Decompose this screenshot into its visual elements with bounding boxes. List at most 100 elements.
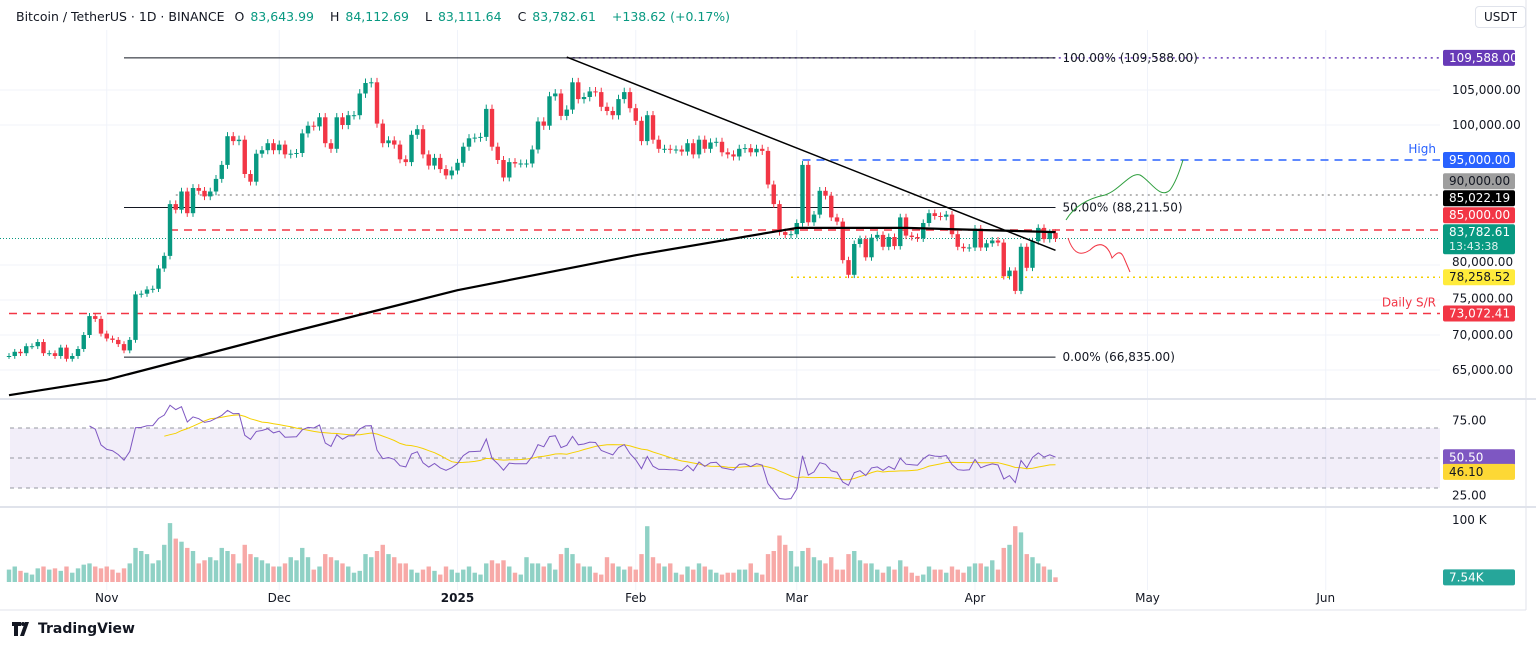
tradingview-logo[interactable]: TradingView xyxy=(12,621,135,637)
candle-body xyxy=(541,121,546,126)
candle-body xyxy=(150,288,155,290)
volume-bar xyxy=(662,566,667,582)
volume-bar xyxy=(794,566,799,582)
candle-body xyxy=(875,234,880,238)
volume-bar xyxy=(47,569,52,582)
candle-body xyxy=(259,150,265,154)
candle-body xyxy=(995,240,1001,243)
volume-bar xyxy=(121,568,127,582)
ohlc-high: H 84,112.69 xyxy=(329,9,409,24)
candle-body xyxy=(52,353,58,356)
volume-bar xyxy=(541,566,546,582)
candle-body xyxy=(41,342,46,354)
volume-bar xyxy=(438,574,443,582)
candle-body xyxy=(725,152,730,155)
candle-body xyxy=(800,164,805,223)
candle-body xyxy=(202,190,207,197)
symbol-title[interactable]: Bitcoin / TetherUS · 1D · BINANCE xyxy=(16,9,225,24)
volume-bar xyxy=(714,572,719,582)
time-tick-label: 2025 xyxy=(441,591,474,605)
price-level-label: 85,022.19 xyxy=(1449,191,1510,205)
candle-body xyxy=(24,346,29,354)
candle-body xyxy=(432,157,437,166)
volume-bar xyxy=(380,544,385,582)
rsi-ma-value-label: 46.10 xyxy=(1449,465,1483,479)
volume-bar xyxy=(823,563,828,582)
candle-body xyxy=(208,191,213,197)
volume-bar xyxy=(852,551,857,582)
candle-body xyxy=(610,111,615,116)
candle-body xyxy=(771,184,776,205)
candle-body xyxy=(300,133,305,153)
volume-bar xyxy=(461,569,466,582)
time-tick-label: Nov xyxy=(95,591,118,605)
last-price-label: 83,782.61 xyxy=(1449,225,1510,239)
candle-body xyxy=(265,143,270,151)
volume-bar xyxy=(737,569,742,582)
volume-bar xyxy=(35,568,40,582)
candle-body xyxy=(679,149,684,152)
rsi-value-label-bg xyxy=(1443,449,1515,466)
price-tick-label: 65,000.00 xyxy=(1452,363,1513,377)
volume-bar xyxy=(346,566,351,582)
candle-body xyxy=(880,234,886,247)
descending-trendline xyxy=(566,56,1056,251)
volume-bar xyxy=(811,557,817,582)
bar-countdown-label: 13:43:38 xyxy=(1449,240,1498,253)
candle-body xyxy=(236,139,242,142)
volume-tick-label: 100 K xyxy=(1452,513,1488,527)
candle-body xyxy=(650,115,656,140)
candle-body xyxy=(340,117,345,125)
volume-bar xyxy=(489,560,495,582)
candle-body xyxy=(564,109,569,116)
candle-body xyxy=(576,82,581,100)
candle-body xyxy=(248,174,253,182)
rsi-ma-line xyxy=(164,414,1056,481)
volume-bar xyxy=(944,572,949,582)
candle-body xyxy=(616,99,621,116)
volume-bar xyxy=(650,557,656,582)
volume-value-label-bg xyxy=(1443,569,1515,586)
chart-header: Bitcoin / TetherUS · 1D · BINANCE O 83,64… xyxy=(16,9,736,24)
volume-bar xyxy=(886,566,891,582)
fib-level-label: 100.00% (109,588.00) xyxy=(1063,51,1198,65)
volume-bar xyxy=(478,574,483,582)
volume-bar xyxy=(116,572,121,582)
candle-body xyxy=(984,243,989,248)
time-tick-label: Feb xyxy=(625,591,646,605)
volume-bar xyxy=(179,541,184,582)
candle-body xyxy=(167,204,173,256)
volume-bar xyxy=(24,572,29,582)
volume-bar xyxy=(558,554,564,582)
bearish-projection-path xyxy=(1067,237,1131,273)
candle-body xyxy=(346,115,351,125)
volume-bar xyxy=(535,563,541,582)
volume-bar xyxy=(133,547,138,582)
candle-body xyxy=(133,294,138,340)
candle-body xyxy=(1024,246,1029,268)
candle-body xyxy=(886,237,891,247)
candle-body xyxy=(489,108,495,147)
volume-bar xyxy=(363,554,368,582)
price-tick-label: 100,000.00 xyxy=(1452,118,1521,132)
sma-200-line xyxy=(8,226,1056,397)
candle-body xyxy=(1030,241,1035,268)
price-change: +138.62 (+0.17%) xyxy=(611,9,731,24)
rsi-ma-value-label-bg xyxy=(1443,463,1515,480)
candle-body xyxy=(87,316,92,335)
price-level-label: 95,000.00 xyxy=(1449,153,1510,167)
fib-level-label: 50.00% (88,211.50) xyxy=(1063,201,1183,215)
candle-body xyxy=(938,216,943,217)
volume-bar xyxy=(760,574,765,582)
candle-body xyxy=(1036,227,1041,242)
ohlc-close: C 83,782.61 xyxy=(517,9,596,24)
candle-body xyxy=(777,204,782,233)
volume-bar xyxy=(443,566,449,582)
volume-bar xyxy=(162,544,167,582)
ohlc-open: O 83,643.99 xyxy=(234,9,314,24)
price-level-label-bg xyxy=(1443,305,1515,322)
volume-bar xyxy=(403,563,408,582)
candle-body xyxy=(622,92,627,100)
volume-bar xyxy=(426,566,431,582)
